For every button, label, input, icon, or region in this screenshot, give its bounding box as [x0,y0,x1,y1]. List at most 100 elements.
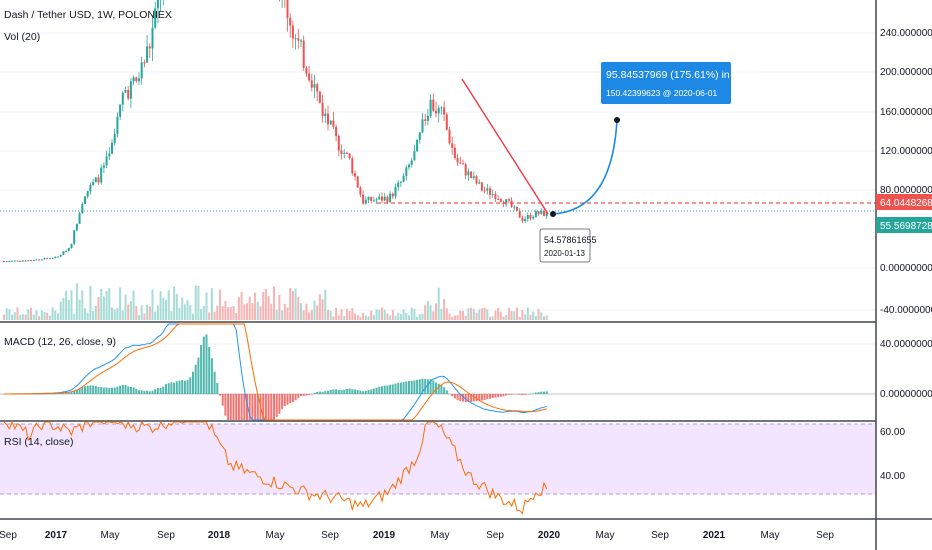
macd-histogram-bar [132,387,135,394]
volume-bar [51,307,54,320]
candle-body [483,190,486,192]
volume-bar [219,289,221,320]
volume-bar [340,308,343,320]
volume-bar [167,290,170,320]
volume-bar [86,312,89,320]
candle-body [65,250,68,252]
macd-histogram-bar [86,385,89,394]
candle-body [286,0,289,18]
volume-bar [489,316,491,320]
macd-histogram-bar [227,394,230,420]
volume-bar [97,297,100,320]
volume-bar [310,309,313,320]
candle-body [310,80,313,88]
candle-body [537,211,540,215]
macd-histogram-bar [208,346,211,394]
macd-histogram-bar [478,394,481,401]
macd-histogram-bar [491,394,494,399]
volume-bar [24,314,27,320]
volume-bar [521,310,524,320]
candle-body [92,182,95,185]
volume-bar [111,307,113,320]
volume-bar [283,303,286,320]
time-tick-label: May [266,530,285,541]
projection-curve[interactable] [552,119,618,215]
trendline[interactable] [461,78,549,215]
candle-body [148,46,151,49]
time-tick-label: 2018 [208,530,231,541]
macd-histogram-bar [532,393,535,395]
macd-histogram-bar [175,381,178,394]
candle-body [386,196,389,202]
macd-histogram-bar [543,391,545,394]
projection-start-point[interactable] [550,211,556,217]
macd-histogram-bar [102,387,105,394]
price-axis[interactable]: 240.00000000 200.00000000 160.00000000 1… [876,28,932,482]
macd-histogram-bar [243,394,246,420]
macd-histogram-bar [59,393,62,394]
candle-body [408,164,410,168]
volume-bar [243,304,246,320]
volume-bar [146,304,149,320]
macd-histogram-bar [254,394,257,420]
time-tick-label: 2019 [373,530,396,541]
macd-histogram-bar [262,394,265,420]
volume-bar [426,301,429,320]
candle-body [432,99,435,111]
volume-bar [54,310,57,320]
macd-histogram-bar [529,393,532,395]
candle-body [329,120,332,125]
macd-histogram-bar [116,386,119,394]
time-tick-label: Sep [651,530,669,541]
macd-histogram-bar [256,394,259,420]
volume-bar [437,287,440,320]
volume-bars [3,283,548,320]
candle-body [383,196,386,201]
candle-body [38,259,41,261]
macd-histogram-bar [545,391,548,394]
projection-end-point[interactable] [614,117,620,123]
volume-bar [232,305,235,320]
candle-body [5,261,8,263]
macd-histogram-bar [537,392,540,394]
volume-bar [156,305,159,320]
candle-body [362,194,365,204]
macd-histogram-bar [240,394,243,420]
candle-body [321,102,324,117]
macd-histogram-bar [78,388,81,394]
macd-histogram-bar [389,384,392,394]
chart-legend[interactable]: Dash / Tether USD, 1W, POLONIEX Vol (20)… [4,9,172,448]
signal-line [4,323,547,421]
volume-bar [67,300,70,320]
start-marker-callout[interactable]: 54.57861655 2020-01-13 [539,228,597,263]
macd-histogram-bar [237,394,240,420]
macd-histogram-bar [416,379,419,394]
volume-bar [497,307,500,320]
macd-histogram [3,334,548,420]
time-axis[interactable]: Sep 2017 May Sep 2018 May Sep 2019 May S… [0,530,834,541]
macd-histogram-bar [97,387,100,394]
macd-histogram-bar [148,391,151,394]
volume-bar [324,289,327,320]
volume-bar [202,305,205,320]
macd-histogram-bar [351,389,354,394]
time-tick-label: Sep [321,530,339,541]
macd-histogram-bar [483,394,486,400]
time-tick-label: Sep [816,530,834,541]
candle-body [70,243,73,248]
volume-bar [70,290,73,320]
candle-body [540,211,543,215]
macd-histogram-bar [286,394,289,405]
volume-bar [526,307,529,320]
candle-body [443,107,446,115]
candle-body [467,171,470,176]
volume-bar [273,286,275,320]
volume-bar [57,313,59,320]
projection-callout[interactable]: 95.84537969 (175.61%) in 140d 150.423996… [601,62,756,104]
time-tick-label: May [761,530,780,541]
candlesticks [3,0,548,263]
macd-histogram-bar [70,392,73,394]
macd-histogram-bar [394,383,397,394]
last-price-badge [876,217,932,233]
